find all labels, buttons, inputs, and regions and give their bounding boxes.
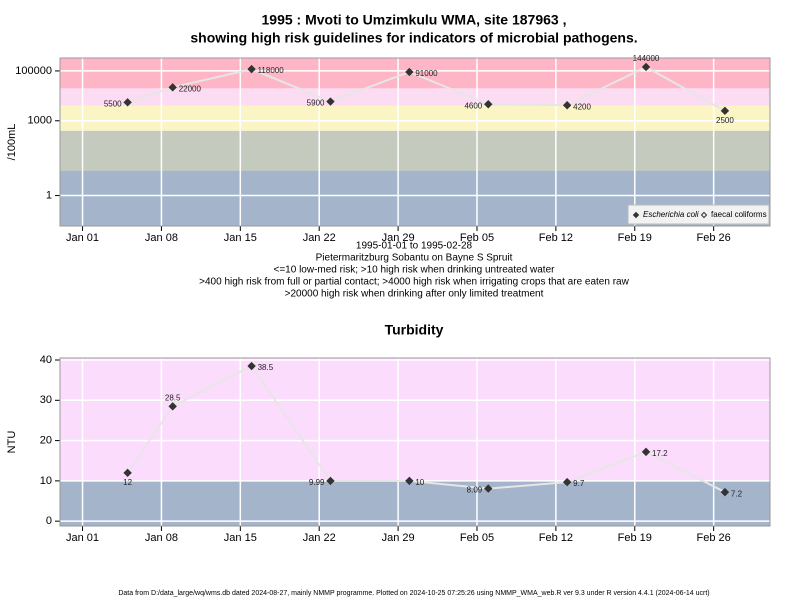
data-label: 144000: [633, 54, 660, 63]
data-point: [484, 100, 493, 109]
x-tick-label: Jan 08: [145, 232, 178, 244]
x-tick-label: Feb 05: [460, 532, 494, 544]
x-tick-label: Feb 19: [618, 232, 652, 244]
data-label: 118000: [258, 66, 285, 75]
risk-band: [60, 358, 770, 481]
data-label: 7.2: [731, 489, 743, 498]
y-tick-label: 30: [40, 394, 52, 406]
risk-band: [60, 130, 770, 171]
risk-band: [60, 105, 770, 131]
risk-band: [60, 88, 770, 106]
x-tick-label: Feb 05: [460, 232, 494, 244]
data-point: [720, 106, 730, 116]
x-tick-label: Jan 22: [303, 232, 336, 244]
note: Pietermaritzburg Sobantu on Bayne S Spru…: [316, 253, 513, 264]
x-tick-label: Feb 26: [697, 532, 731, 544]
data-label: 28.5: [165, 393, 181, 402]
x-tick-label: Jan 29: [382, 232, 415, 244]
x-tick-label: Feb 12: [539, 532, 573, 544]
data-point: [484, 484, 493, 493]
x-tick-label: Jan 08: [145, 532, 178, 544]
data-point: [326, 97, 335, 106]
data-point: [641, 62, 651, 72]
data-point: [326, 476, 335, 486]
footer: Data from D:/data_large/wq/wms.db dated …: [118, 590, 709, 597]
data-label: 91000: [415, 69, 438, 78]
y-tick-label: 1: [46, 189, 52, 201]
data-label: 22000: [179, 84, 202, 93]
chart-title: Turbidity: [385, 322, 444, 338]
chart-title: 1995 : Mvoti to Umzimkulu WMA, site 1879…: [262, 12, 567, 28]
y-tick-label: 40: [40, 354, 52, 366]
note: >400 high risk from full or partial cont…: [199, 277, 629, 288]
data-label: 9.99: [309, 478, 325, 487]
x-tick-label: Jan 15: [224, 232, 257, 244]
legend-label: Escherichia coli: [643, 210, 699, 219]
data-label: 5500: [104, 99, 122, 108]
note: 1995-01-01 to 1995-02-28: [356, 241, 473, 252]
data-label: 4600: [464, 101, 482, 110]
x-tick-label: Feb 26: [697, 232, 731, 244]
x-tick-label: Jan 01: [66, 232, 99, 244]
legend-marker: [700, 211, 708, 219]
data-point: [562, 101, 572, 110]
data-point: [405, 476, 414, 486]
data-label: 4200: [573, 102, 591, 111]
legend-marker: [632, 211, 640, 219]
data-label: 10: [415, 478, 424, 487]
plot-frame: [59, 357, 771, 527]
data-label: 9.7: [573, 479, 585, 488]
data-point: [168, 83, 177, 92]
data-label: 17.2: [652, 449, 668, 458]
data-point: [247, 361, 256, 371]
data-point: [641, 447, 651, 457]
y-tick-label: 20: [40, 434, 52, 446]
x-tick-label: Jan 01: [66, 532, 99, 544]
legend-box: [627, 204, 770, 225]
y-tick-label: 0: [46, 515, 52, 527]
legend-label: faecal coliforms: [711, 210, 767, 219]
data-point: [247, 64, 256, 74]
data-point: [123, 468, 132, 478]
data-label: 12: [123, 478, 132, 487]
note: <=10 low-med risk; >10 high risk when dr…: [274, 265, 556, 276]
data-label: 5900: [307, 99, 325, 108]
y-axis-label: NTU: [6, 431, 18, 454]
x-tick-label: Feb 12: [539, 232, 573, 244]
x-tick-label: Jan 29: [382, 532, 415, 544]
data-point: [720, 487, 730, 497]
risk-band: [60, 480, 770, 526]
data-point: [405, 67, 414, 77]
y-tick-label: 1000: [28, 115, 52, 127]
data-label: 38.5: [258, 363, 274, 372]
data-point: [562, 477, 572, 487]
data-label: 8.09: [467, 486, 483, 495]
plot-frame: [59, 57, 771, 227]
x-tick-label: Jan 22: [303, 532, 336, 544]
x-tick-label: Jan 15: [224, 532, 257, 544]
y-tick-label: 10: [40, 475, 52, 487]
x-tick-label: Feb 19: [618, 532, 652, 544]
data-label: 2500: [716, 116, 734, 125]
data-point: [168, 402, 177, 411]
chart-title: showing high risk guidelines for indicat…: [190, 30, 637, 46]
y-tick-label: 100000: [15, 65, 52, 77]
y-axis-label: /100mL: [6, 124, 18, 161]
note: >20000 high risk when drinking after onl…: [285, 289, 544, 300]
data-point: [123, 98, 132, 107]
